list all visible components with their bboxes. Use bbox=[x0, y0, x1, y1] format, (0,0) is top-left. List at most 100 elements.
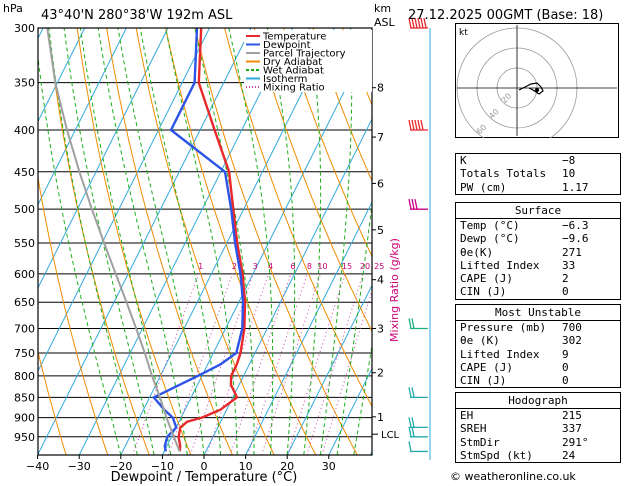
index-row: SREH 337 bbox=[456, 422, 620, 435]
pressure-tick-label: 700 bbox=[14, 323, 35, 336]
wet-adiabat-line bbox=[38, 53, 122, 455]
km-unit-label: km bbox=[374, 2, 391, 15]
mixing-ratio-label: 1 bbox=[198, 262, 203, 271]
wind-barb-flag bbox=[420, 17, 424, 29]
pressure-tick-label: 900 bbox=[14, 412, 35, 425]
pressure-tick-label: 500 bbox=[14, 203, 35, 216]
index-value: 1.17 bbox=[562, 180, 589, 194]
series-temperature bbox=[177, 28, 247, 452]
mixing-ratio-axis-title: Mixing Ratio (g/kg) bbox=[388, 238, 401, 342]
wind-barb bbox=[408, 17, 428, 29]
hodograph-unit: kt bbox=[459, 28, 468, 38]
wind-barb bbox=[408, 387, 428, 399]
wet-adiabat-line bbox=[320, 28, 353, 455]
index-row: CAPE (J) 2 bbox=[456, 272, 620, 285]
most-unstable-title: Most Unstable bbox=[456, 305, 620, 321]
wet-adiabat-line bbox=[194, 28, 255, 455]
km-label: 6 bbox=[377, 177, 384, 190]
index-row: CIN (J) 0 bbox=[456, 374, 620, 387]
index-label: Dewp (°C) bbox=[460, 232, 520, 246]
isotherm-line bbox=[38, 28, 127, 206]
legend-label: Isotherm bbox=[263, 74, 307, 85]
pressure-tick-label: 450 bbox=[14, 166, 35, 179]
wind-barb-flag bbox=[411, 199, 415, 210]
index-label: Totals Totals bbox=[460, 167, 547, 181]
mixing-ratio-line bbox=[132, 273, 200, 455]
index-value: 337 bbox=[562, 422, 582, 436]
wind-barb-flag bbox=[411, 318, 415, 329]
wind-barb-flag bbox=[408, 17, 412, 29]
index-value: −8 bbox=[562, 154, 576, 167]
datetime-title: 27.12.2025 00GMT (Base: 18) bbox=[408, 8, 603, 23]
isotherm-line bbox=[161, 34, 372, 455]
x-tick-label: 30 bbox=[322, 460, 336, 473]
wind-barb-flag bbox=[408, 417, 412, 428]
wind-barb-flag bbox=[408, 426, 412, 437]
wet-adiabat-line bbox=[97, 28, 188, 455]
index-value: −9.6 bbox=[562, 232, 589, 246]
pressure-tick-label: 850 bbox=[14, 391, 35, 404]
wet-adiabat-line bbox=[353, 342, 372, 455]
x-tick-label: −40 bbox=[26, 460, 49, 473]
location-title: 43°40'N 280°38'W 192m ASL bbox=[41, 8, 233, 23]
legend-label: Dry Adiabat bbox=[263, 57, 322, 68]
pressure-tick-label: 350 bbox=[14, 77, 35, 90]
index-label: CIN (J) bbox=[460, 285, 507, 299]
mixing-ratio-line bbox=[306, 273, 364, 455]
indices-top-box: K −8 Totals Totals 10 PW (cm) 1.17 bbox=[455, 153, 621, 195]
km-label: 2 bbox=[377, 367, 384, 380]
wet-adiabat-line bbox=[303, 28, 322, 455]
mixing-ratio-line bbox=[247, 273, 308, 455]
index-row: Pressure (mb) 700 bbox=[456, 321, 620, 334]
index-value: 9 bbox=[562, 347, 569, 361]
wind-barb-flag bbox=[414, 17, 418, 29]
index-label: θe (K) bbox=[460, 334, 500, 348]
wind-barb-flag bbox=[408, 387, 412, 398]
wind-barb-flag bbox=[411, 417, 415, 428]
legend-label: Parcel Trajectory bbox=[263, 49, 346, 60]
km-label: 4 bbox=[377, 274, 384, 287]
index-row: Lifted Index 33 bbox=[456, 259, 620, 272]
hodograph-frame bbox=[455, 23, 619, 138]
x-tick-label: 20 bbox=[280, 460, 294, 473]
lcl-label: LCL bbox=[381, 430, 400, 441]
isotherm-line bbox=[328, 367, 372, 455]
index-label: θe(K) bbox=[460, 245, 494, 259]
index-label: K bbox=[460, 154, 467, 167]
asl-unit-label: ASL bbox=[374, 16, 396, 29]
index-value: 33 bbox=[562, 258, 576, 272]
legend-label: Dewpoint bbox=[263, 40, 311, 51]
dry-adiabat-line bbox=[224, 28, 372, 408]
wind-barb-flag bbox=[411, 119, 415, 131]
index-label: PW (cm) bbox=[460, 180, 507, 194]
index-value: 700 bbox=[562, 321, 582, 334]
index-row: StmDir 291° bbox=[456, 436, 620, 449]
mixing-ratio-label: 2 bbox=[232, 262, 237, 271]
index-label: EH bbox=[460, 409, 474, 422]
wind-barbs bbox=[408, 17, 431, 460]
index-value: 10 bbox=[562, 167, 576, 181]
legend-label: Temperature bbox=[262, 32, 326, 43]
index-value: 24 bbox=[562, 448, 576, 462]
index-value: 2 bbox=[562, 272, 569, 286]
wet-adiabat-line bbox=[336, 199, 372, 455]
mixing-ratio-label: 10 bbox=[317, 262, 327, 271]
dry-adiabat-line bbox=[283, 28, 372, 258]
dry-adiabat-line bbox=[165, 28, 317, 455]
wind-barb-flag bbox=[414, 119, 418, 131]
isotherm-line bbox=[0, 28, 2, 455]
wind-barb-flag bbox=[408, 318, 412, 329]
index-label: CAPE (J) bbox=[460, 360, 513, 374]
mixing-ratio-label: 4 bbox=[268, 262, 273, 271]
pressure-tick-label: 650 bbox=[14, 296, 35, 309]
mixing-ratio-line bbox=[287, 273, 346, 455]
index-row: EH 215 bbox=[456, 409, 620, 422]
wet-adiabat-line bbox=[266, 28, 296, 455]
wind-barb bbox=[408, 199, 428, 210]
wind-barb-flag bbox=[411, 17, 415, 29]
legend-label: Mixing Ratio bbox=[263, 83, 325, 94]
index-row: θe(K) 271 bbox=[456, 246, 620, 259]
pressure-tick-label: 400 bbox=[14, 124, 35, 137]
wet-adiabat-line bbox=[165, 28, 238, 455]
